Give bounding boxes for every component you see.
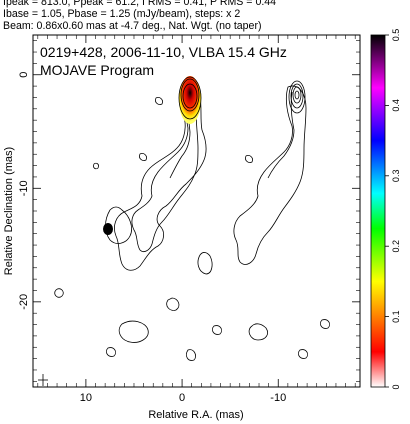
x-axis-ticks: 10 0 -10 [37, 35, 356, 404]
x-tick-label: -10 [270, 392, 286, 404]
header-line-2: Ibase = 1.05, Pbase = 1.25 (mJy/beam), s… [3, 8, 241, 20]
x-tick-label: 0 [179, 392, 185, 404]
source-annotation: 0219+428, 2006-11-10, VLBA 15.4 GHz [40, 44, 287, 60]
colorbar-tick-label: 0.5 [391, 29, 401, 42]
colorbar-tick-label: 0.3 [391, 170, 401, 183]
beam-marker [38, 374, 48, 386]
y-tick-label: -20 [18, 294, 30, 310]
y-tick-label: -10 [18, 180, 30, 196]
header-line-3: Beam: 0.86x0.60 mas at -4.7 deg., Nat. W… [3, 20, 262, 32]
polarization-color-core [178, 76, 202, 124]
y-tick-label: 0 [18, 72, 30, 78]
y-axis-ticks: 0 -10 -20 [18, 40, 360, 382]
x-axis-label: Relative R.A. (mas) [148, 409, 243, 421]
colorbar-ticks: 0 0.1 0.2 0.3 0.4 0.5 [385, 29, 401, 390]
colorbar-tick-label: 0.1 [391, 310, 401, 323]
y-axis-label: Relative Declination (mas) [3, 147, 15, 275]
colorbar [370, 34, 386, 388]
header-line-1: Ipeak = 813.0, Ppeak = 61.2, I RMS = 0.4… [3, 0, 277, 8]
program-annotation: MOJAVE Program [40, 62, 154, 78]
polarized-knot-marker [103, 223, 113, 235]
colorbar-tick-label: 0.4 [391, 99, 401, 112]
colorbar-tick-label: 0 [391, 384, 401, 389]
polarized-intensity-contours [233, 80, 330, 359]
x-tick-label: 10 [80, 392, 92, 404]
colorbar-tick-label: 0.2 [391, 240, 401, 253]
